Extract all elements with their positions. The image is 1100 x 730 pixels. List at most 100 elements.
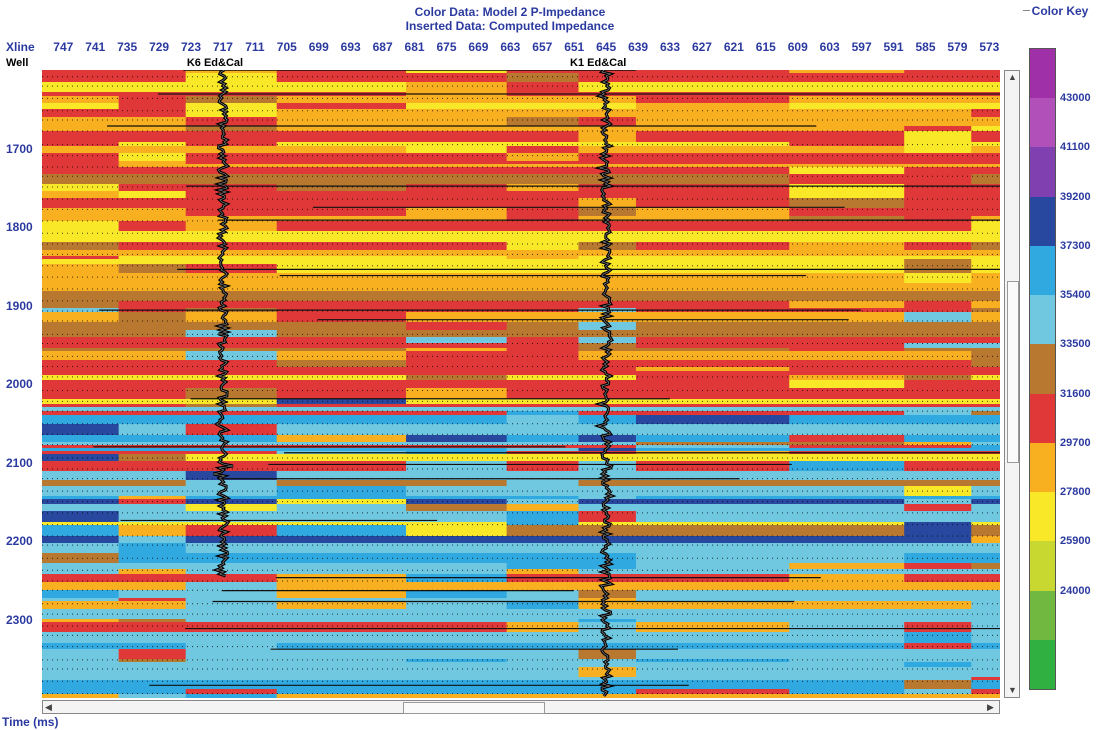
impedance-cell [42, 216, 120, 222]
impedance-cell [118, 442, 187, 446]
impedance-cell [185, 569, 278, 575]
impedance-cell [118, 312, 187, 323]
impedance-cell [506, 216, 580, 222]
impedance-cell [406, 689, 508, 695]
impedance-cell [971, 404, 1000, 408]
impedance-cell [506, 632, 580, 644]
color-key-label: 24000 [1060, 584, 1091, 597]
impedance-cell [276, 582, 407, 591]
impedance-cell [185, 348, 278, 352]
impedance-cell [185, 96, 278, 104]
vertical-scroll-thumb[interactable] [1007, 281, 1019, 463]
impedance-cell [506, 504, 580, 512]
impedance-cell [42, 131, 120, 143]
impedance-cell [276, 103, 407, 110]
impedance-cell [789, 351, 905, 361]
time-tick-label: 1800 [6, 220, 33, 234]
impedance-cell [789, 504, 905, 512]
impedance-cell [635, 231, 790, 243]
scroll-right-arrow-icon[interactable]: ▶ [987, 702, 994, 712]
impedance-cell [904, 256, 972, 260]
scroll-down-arrow-icon[interactable]: ▼ [1008, 685, 1017, 695]
impedance-cell [635, 337, 790, 344]
impedance-cell [904, 142, 972, 147]
impedance-cell [185, 511, 278, 523]
xline-tick-label: 693 [340, 40, 361, 54]
impedance-cell [789, 273, 905, 284]
impedance-cell [971, 256, 1000, 260]
impedance-cell [406, 461, 508, 472]
impedance-cell [118, 330, 187, 338]
color-key-swatch [1030, 344, 1055, 395]
impedance-cell [185, 82, 278, 93]
impedance-cell [971, 308, 1000, 313]
impedance-cell [904, 601, 972, 610]
impedance-cell [904, 622, 972, 633]
impedance-cell [42, 221, 120, 232]
impedance-cell [635, 242, 790, 251]
impedance-cell [118, 343, 187, 349]
impedance-cell [406, 619, 508, 623]
impedance-cell [276, 126, 407, 132]
impedance-cell [904, 504, 972, 512]
impedance-cell [118, 264, 187, 274]
impedance-cell [506, 348, 580, 352]
impedance-cell [506, 601, 580, 610]
impedance-cell [118, 198, 187, 209]
impedance-cell [971, 208, 1000, 217]
impedance-cell [971, 82, 1000, 93]
time-tick-label: 2300 [6, 612, 33, 627]
impedance-cell [506, 256, 580, 260]
impedance-cell [406, 73, 508, 83]
xline-tick-label: 573 [979, 40, 1000, 54]
color-key-swatch [1030, 590, 1055, 641]
impedance-cell [971, 322, 1000, 331]
scroll-up-arrow-icon[interactable]: ▲ [1008, 72, 1017, 82]
impedance-cell [276, 574, 407, 583]
horizontal-scroll-thumb[interactable] [403, 702, 545, 714]
impedance-cell [635, 496, 790, 500]
impedance-cell [904, 109, 972, 118]
impedance-cell [971, 411, 1000, 416]
impedance-section-plot[interactable] [42, 70, 1000, 698]
color-key-swatch [1030, 98, 1055, 148]
impedance-cell [185, 291, 278, 302]
impedance-cell [276, 109, 407, 118]
impedance-cell [789, 619, 905, 623]
impedance-cell [276, 569, 407, 575]
impedance-cell [185, 399, 278, 405]
vertical-scrollbar[interactable]: ▲ ▼ [1004, 70, 1020, 698]
xline-tick-label: 747 [53, 40, 74, 54]
impedance-cell [42, 283, 120, 292]
impedance-cell [506, 649, 580, 660]
impedance-cell [904, 380, 972, 389]
impedance-cell [789, 216, 905, 222]
impedance-cell [635, 511, 790, 523]
impedance-cell [276, 164, 407, 168]
impedance-cell [635, 117, 790, 127]
impedance-cell [185, 496, 278, 500]
impedance-cell [506, 259, 580, 265]
impedance-cell [276, 598, 407, 602]
impedance-cell [971, 619, 1000, 623]
impedance-cell [971, 643, 1000, 650]
horizontal-scrollbar[interactable]: ◀ ▶ [42, 700, 1000, 714]
xline-tick-label: 615 [755, 40, 776, 54]
impedance-cell [42, 82, 120, 93]
impedance-cell [971, 399, 1000, 405]
impedance-cell [789, 694, 905, 698]
impedance-cell [506, 337, 580, 344]
impedance-cell [118, 424, 187, 436]
impedance-cell [506, 380, 580, 389]
impedance-cell [406, 330, 508, 338]
impedance-cell [185, 454, 278, 462]
impedance-cell [578, 103, 637, 110]
impedance-cell [42, 486, 120, 497]
impedance-cell [635, 348, 790, 352]
impedance-cell [185, 208, 278, 217]
impedance-cell [971, 164, 1000, 168]
impedance-cell [406, 407, 508, 412]
scroll-left-arrow-icon[interactable]: ◀ [45, 702, 52, 712]
xline-tick-label: 711 [245, 40, 265, 54]
impedance-cell [904, 216, 972, 222]
